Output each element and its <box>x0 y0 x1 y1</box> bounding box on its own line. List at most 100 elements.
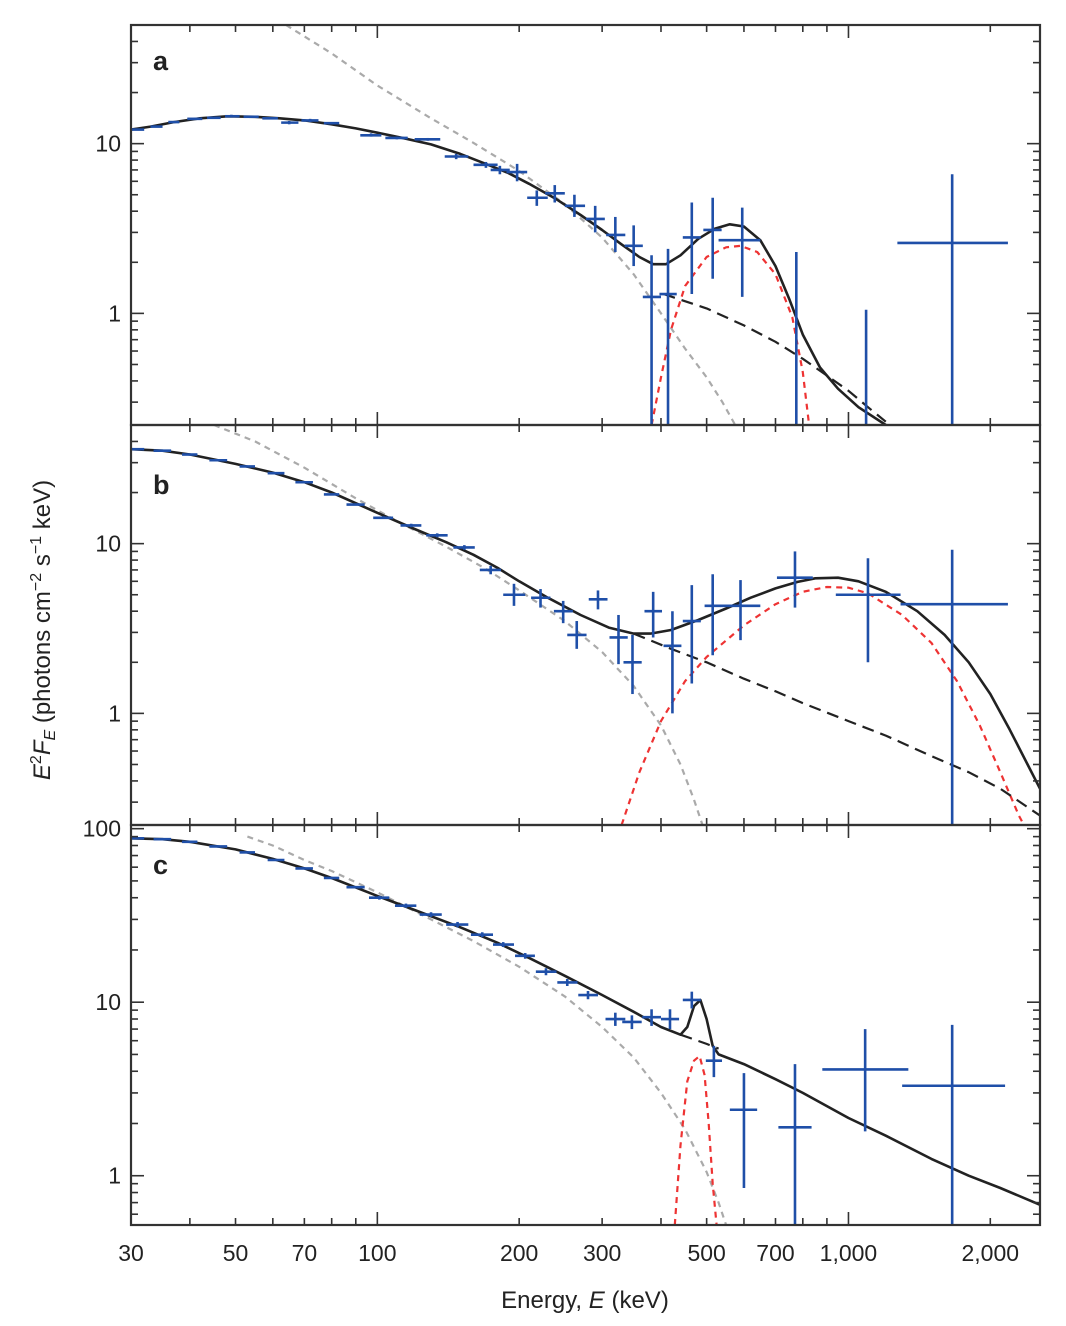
data-point <box>368 895 390 900</box>
panel-c: 1 10 100 <box>83 816 1042 1227</box>
data-point <box>444 153 469 160</box>
y-tick-label: 1 <box>108 700 121 726</box>
power-law-curve <box>633 632 1040 817</box>
data-point <box>588 590 608 610</box>
x-tick-label: 200 <box>500 1240 538 1266</box>
plot-area <box>131 25 1008 425</box>
x-tick-label: 1,000 <box>820 1240 878 1266</box>
data-point <box>446 921 469 928</box>
data-point <box>373 516 394 520</box>
panel-frame <box>129 823 1042 1227</box>
y-tick-label: 1 <box>108 1163 121 1189</box>
x-axis-title: Energy, E (keV) <box>501 1287 669 1314</box>
data-point <box>718 207 761 297</box>
y-tick-label: 10 <box>95 531 121 557</box>
data-point <box>535 968 557 976</box>
data-point <box>493 942 514 948</box>
data-point <box>642 1009 661 1026</box>
data-point <box>835 558 901 663</box>
y-axis-title-F: F <box>29 739 56 755</box>
y-axis-title-subE: E <box>42 730 59 741</box>
data-point <box>720 580 761 641</box>
y-tick-label: 10 <box>95 131 121 157</box>
panel-label-b: b <box>153 470 170 500</box>
y-ticks <box>131 424 1040 803</box>
y-axis-title-s: s <box>29 554 56 573</box>
data-point <box>659 248 677 425</box>
line-component-curve <box>650 244 811 425</box>
x-axis-title-suffix: (keV) <box>605 1287 669 1314</box>
data-point <box>705 1045 723 1078</box>
x-tick-label: 300 <box>583 1240 621 1266</box>
x-ticks <box>130 425 992 825</box>
data-point <box>703 197 722 279</box>
data-point <box>778 1064 812 1225</box>
data-point <box>531 589 551 608</box>
x-ticks <box>130 825 992 1225</box>
comptonized-continuum-curve <box>285 25 737 425</box>
total-model-curve <box>131 447 1040 790</box>
data-point <box>897 174 1008 425</box>
line-component-curve <box>673 1054 718 1225</box>
x-tick-label: 30 <box>118 1240 144 1266</box>
data-point <box>605 1012 626 1026</box>
data-point <box>660 1009 680 1030</box>
y-axis-title-kev: keV) <box>29 480 56 536</box>
data-point <box>609 614 628 665</box>
data-point <box>394 903 417 908</box>
data-point <box>663 611 682 714</box>
data-point <box>473 161 498 168</box>
data-point <box>479 565 501 575</box>
x-axis-title-prefix: Energy, <box>501 1287 589 1314</box>
data-point <box>606 216 626 252</box>
x-ticks <box>130 25 992 425</box>
x-tick-label: 2,000 <box>962 1240 1020 1266</box>
data-point <box>545 185 565 203</box>
data-point <box>776 551 813 608</box>
panel-label-a: a <box>153 46 169 76</box>
data-point <box>400 523 422 528</box>
data-point <box>453 545 475 550</box>
panel-label-c: c <box>153 850 168 880</box>
x-tick-label: 70 <box>292 1240 318 1266</box>
panel-a: 1 10 <box>95 23 1042 427</box>
plot-area <box>131 425 1040 825</box>
data-point <box>578 991 598 1000</box>
panel-frame <box>129 23 1042 427</box>
y-ticks <box>131 24 1040 403</box>
data-point <box>623 634 642 695</box>
y-axis-title-sup-m2: −2 <box>28 573 45 591</box>
y-tick-label: 10 <box>95 989 121 1015</box>
data-point <box>419 912 442 917</box>
x-tick-label: 100 <box>358 1240 396 1266</box>
y-axis-title-sup2: 2 <box>28 755 45 764</box>
data-point <box>900 549 1008 825</box>
data-point <box>527 190 548 206</box>
y-tick-label: 100 <box>83 816 121 842</box>
data-point <box>470 932 494 938</box>
data-point <box>506 163 528 182</box>
x-axis: 30 50 70 100 200 300 500 700 1,000 2,000 <box>118 1240 1019 1266</box>
data-point <box>281 120 299 125</box>
data-point <box>902 1024 1006 1225</box>
data-point <box>301 118 319 123</box>
data-point <box>822 1029 909 1132</box>
data-point <box>682 991 701 1009</box>
data-point <box>585 205 605 233</box>
data-point <box>704 574 721 656</box>
data-point <box>682 202 701 295</box>
y-axis-title: E2FE (photons cm−2 s−1 keV) <box>28 480 59 780</box>
panel-frame <box>129 423 1042 827</box>
x-tick-label: 500 <box>687 1240 725 1266</box>
total-model-curve <box>131 837 1040 1206</box>
comptonized-continuum-curve <box>213 425 704 825</box>
y-axis-title-units: (photons cm <box>29 591 56 730</box>
plot-area <box>131 835 1040 1225</box>
y-tick-label: 1 <box>108 300 121 326</box>
data-point <box>360 133 382 137</box>
data-point <box>553 600 573 624</box>
data-point <box>729 1073 758 1188</box>
data-point <box>642 255 661 425</box>
data-point <box>515 953 535 959</box>
